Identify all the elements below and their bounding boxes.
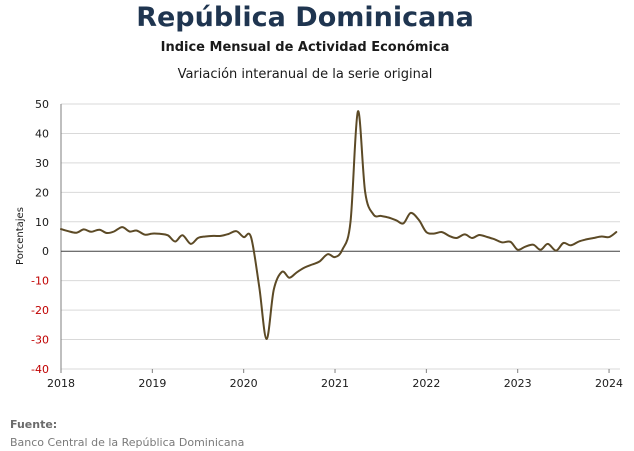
y-tick-label: 20: [35, 186, 49, 199]
y-tick-labels: -40 -30 -20 -10 0 10 20 30 40 50: [31, 98, 49, 376]
chart-title: República Dominicana: [136, 2, 474, 33]
chart-subtitle: Indice Mensual de Actividad Económica: [160, 40, 450, 55]
y-tick-label: 30: [35, 157, 49, 170]
x-tick-label: 2022: [412, 377, 440, 390]
x-tick-label: 2021: [321, 377, 349, 390]
grid-lines: [61, 103, 620, 370]
y-tick-label: 10: [35, 216, 49, 229]
series-layer: [60, 110, 618, 341]
x-tick-label: 2023: [504, 377, 532, 390]
series-line: [60, 110, 618, 341]
y-tick-label: 0: [42, 245, 49, 258]
chart-series-description: Variación interanual de la serie origina…: [177, 67, 433, 82]
axes: [60, 104, 620, 373]
y-tick-label: -20: [31, 304, 49, 317]
line-chart: -40 -30 -20 -10 0 10 20 30 40 50 2018 2019 2020 2021…: [15, 98, 623, 390]
x-tick-label: 2019: [138, 377, 166, 390]
x-tick-label: 2020: [230, 377, 258, 390]
y-axis-label: Porcentajes: [15, 207, 26, 265]
y-tick-label: 50: [35, 98, 49, 111]
y-tick-label: -10: [31, 275, 49, 288]
y-tick-label: 40: [35, 127, 49, 140]
source-text: Banco Central de la República Dominicana: [10, 436, 245, 449]
y-tick-label: -30: [31, 334, 49, 347]
x-tick-label: 2024: [595, 377, 623, 390]
y-tick-label: -40: [31, 363, 49, 376]
x-tick-label: 2018: [47, 377, 75, 390]
x-tick-labels: 2018 2019 2020 2021 2022 2023 2024: [47, 377, 623, 390]
source-label: Fuente:: [10, 418, 58, 431]
